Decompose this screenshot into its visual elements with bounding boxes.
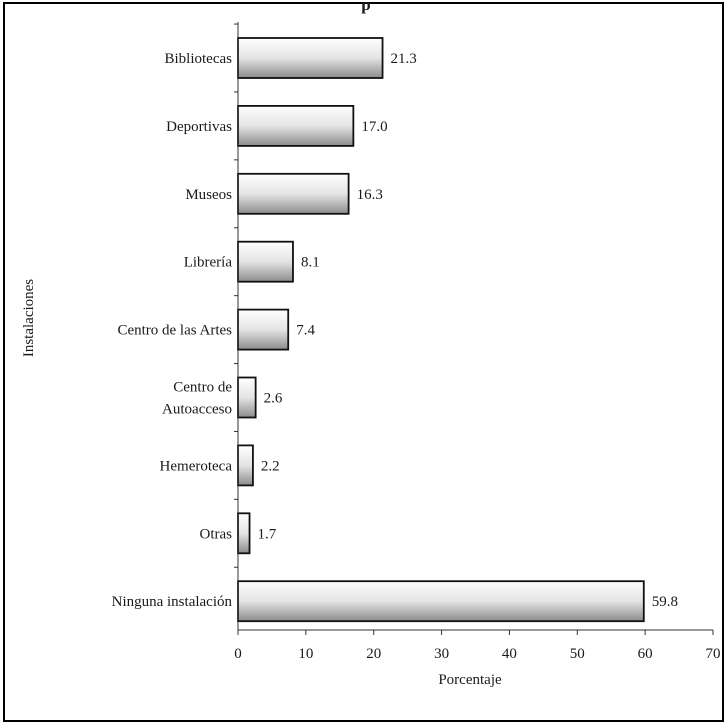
category-label-4-line-0: Centro de las Artes: [117, 323, 232, 339]
category-label-7-line-0: Otras: [200, 526, 233, 542]
value-label-4: 7.4: [296, 323, 315, 339]
bar-0: [237, 37, 384, 79]
x-axis-title: Porcentaje: [438, 672, 502, 688]
y-axis-title: Instalaciones: [21, 279, 37, 357]
bars-layer: 21.3 Bibliotecas 17.0 Deportivas 16.3 Museos 8…: [112, 23, 678, 623]
x-tick-label-7: 70: [706, 646, 721, 662]
value-label-1: 17.0: [361, 119, 387, 135]
bar-5: [237, 376, 257, 419]
bar-8: [237, 580, 645, 623]
chart-title-fragment: p: [361, 0, 370, 14]
x-tick-label-1: 10: [298, 646, 313, 662]
value-label-8: 59.8: [652, 594, 678, 610]
x-tick-label-0: 0: [234, 646, 242, 662]
category-label-7: Otras: [200, 526, 233, 542]
bar-6: [237, 444, 254, 487]
x-tick-label-6: 60: [638, 646, 653, 662]
value-label-2: 16.3: [357, 187, 383, 203]
value-label-0: 21.3: [391, 51, 417, 67]
category-label-0-line-0: Bibliotecas: [165, 51, 233, 67]
value-label-5: 2.6: [264, 391, 283, 407]
category-label-4: Centro de las Artes: [117, 323, 232, 339]
category-label-2-line-0: Museos: [185, 187, 232, 203]
category-label-0: Bibliotecas: [165, 51, 233, 67]
x-tick-label-3: 30: [434, 646, 449, 662]
bar-4: [237, 308, 290, 351]
category-label-1-line-0: Deportivas: [166, 119, 232, 135]
category-label-5-line-1: Autoacceso: [162, 402, 232, 418]
category-label-8: Ninguna instalación: [112, 594, 233, 610]
bar-7: [237, 512, 251, 555]
value-label-3: 8.1: [301, 255, 320, 271]
category-label-6-line-0: Hemeroteca: [160, 458, 233, 474]
category-label-3: Librería: [184, 255, 233, 271]
bar-1: [237, 105, 355, 147]
category-label-5: Centro de Autoacceso: [162, 380, 232, 418]
bar-3: [237, 240, 294, 283]
value-label-6: 2.2: [261, 458, 280, 474]
x-tick-label-2: 20: [366, 646, 381, 662]
chart-frame: [3, 2, 724, 722]
x-tick-label-5: 50: [570, 646, 585, 662]
x-tick-label-4: 40: [502, 646, 517, 662]
bar-2: [237, 172, 350, 215]
ticks-layer: 0 10 20 30 40 50 60 70: [234, 630, 721, 662]
category-label-6: Hemeroteca: [160, 458, 233, 474]
category-label-3-line-0: Librería: [184, 255, 233, 271]
category-label-2: Museos: [185, 187, 232, 203]
category-label-5-line-0: Centro de: [173, 380, 232, 396]
category-label-8-line-0: Ninguna instalación: [112, 594, 233, 610]
value-label-7: 1.7: [258, 526, 277, 542]
category-label-1: Deportivas: [166, 119, 232, 135]
